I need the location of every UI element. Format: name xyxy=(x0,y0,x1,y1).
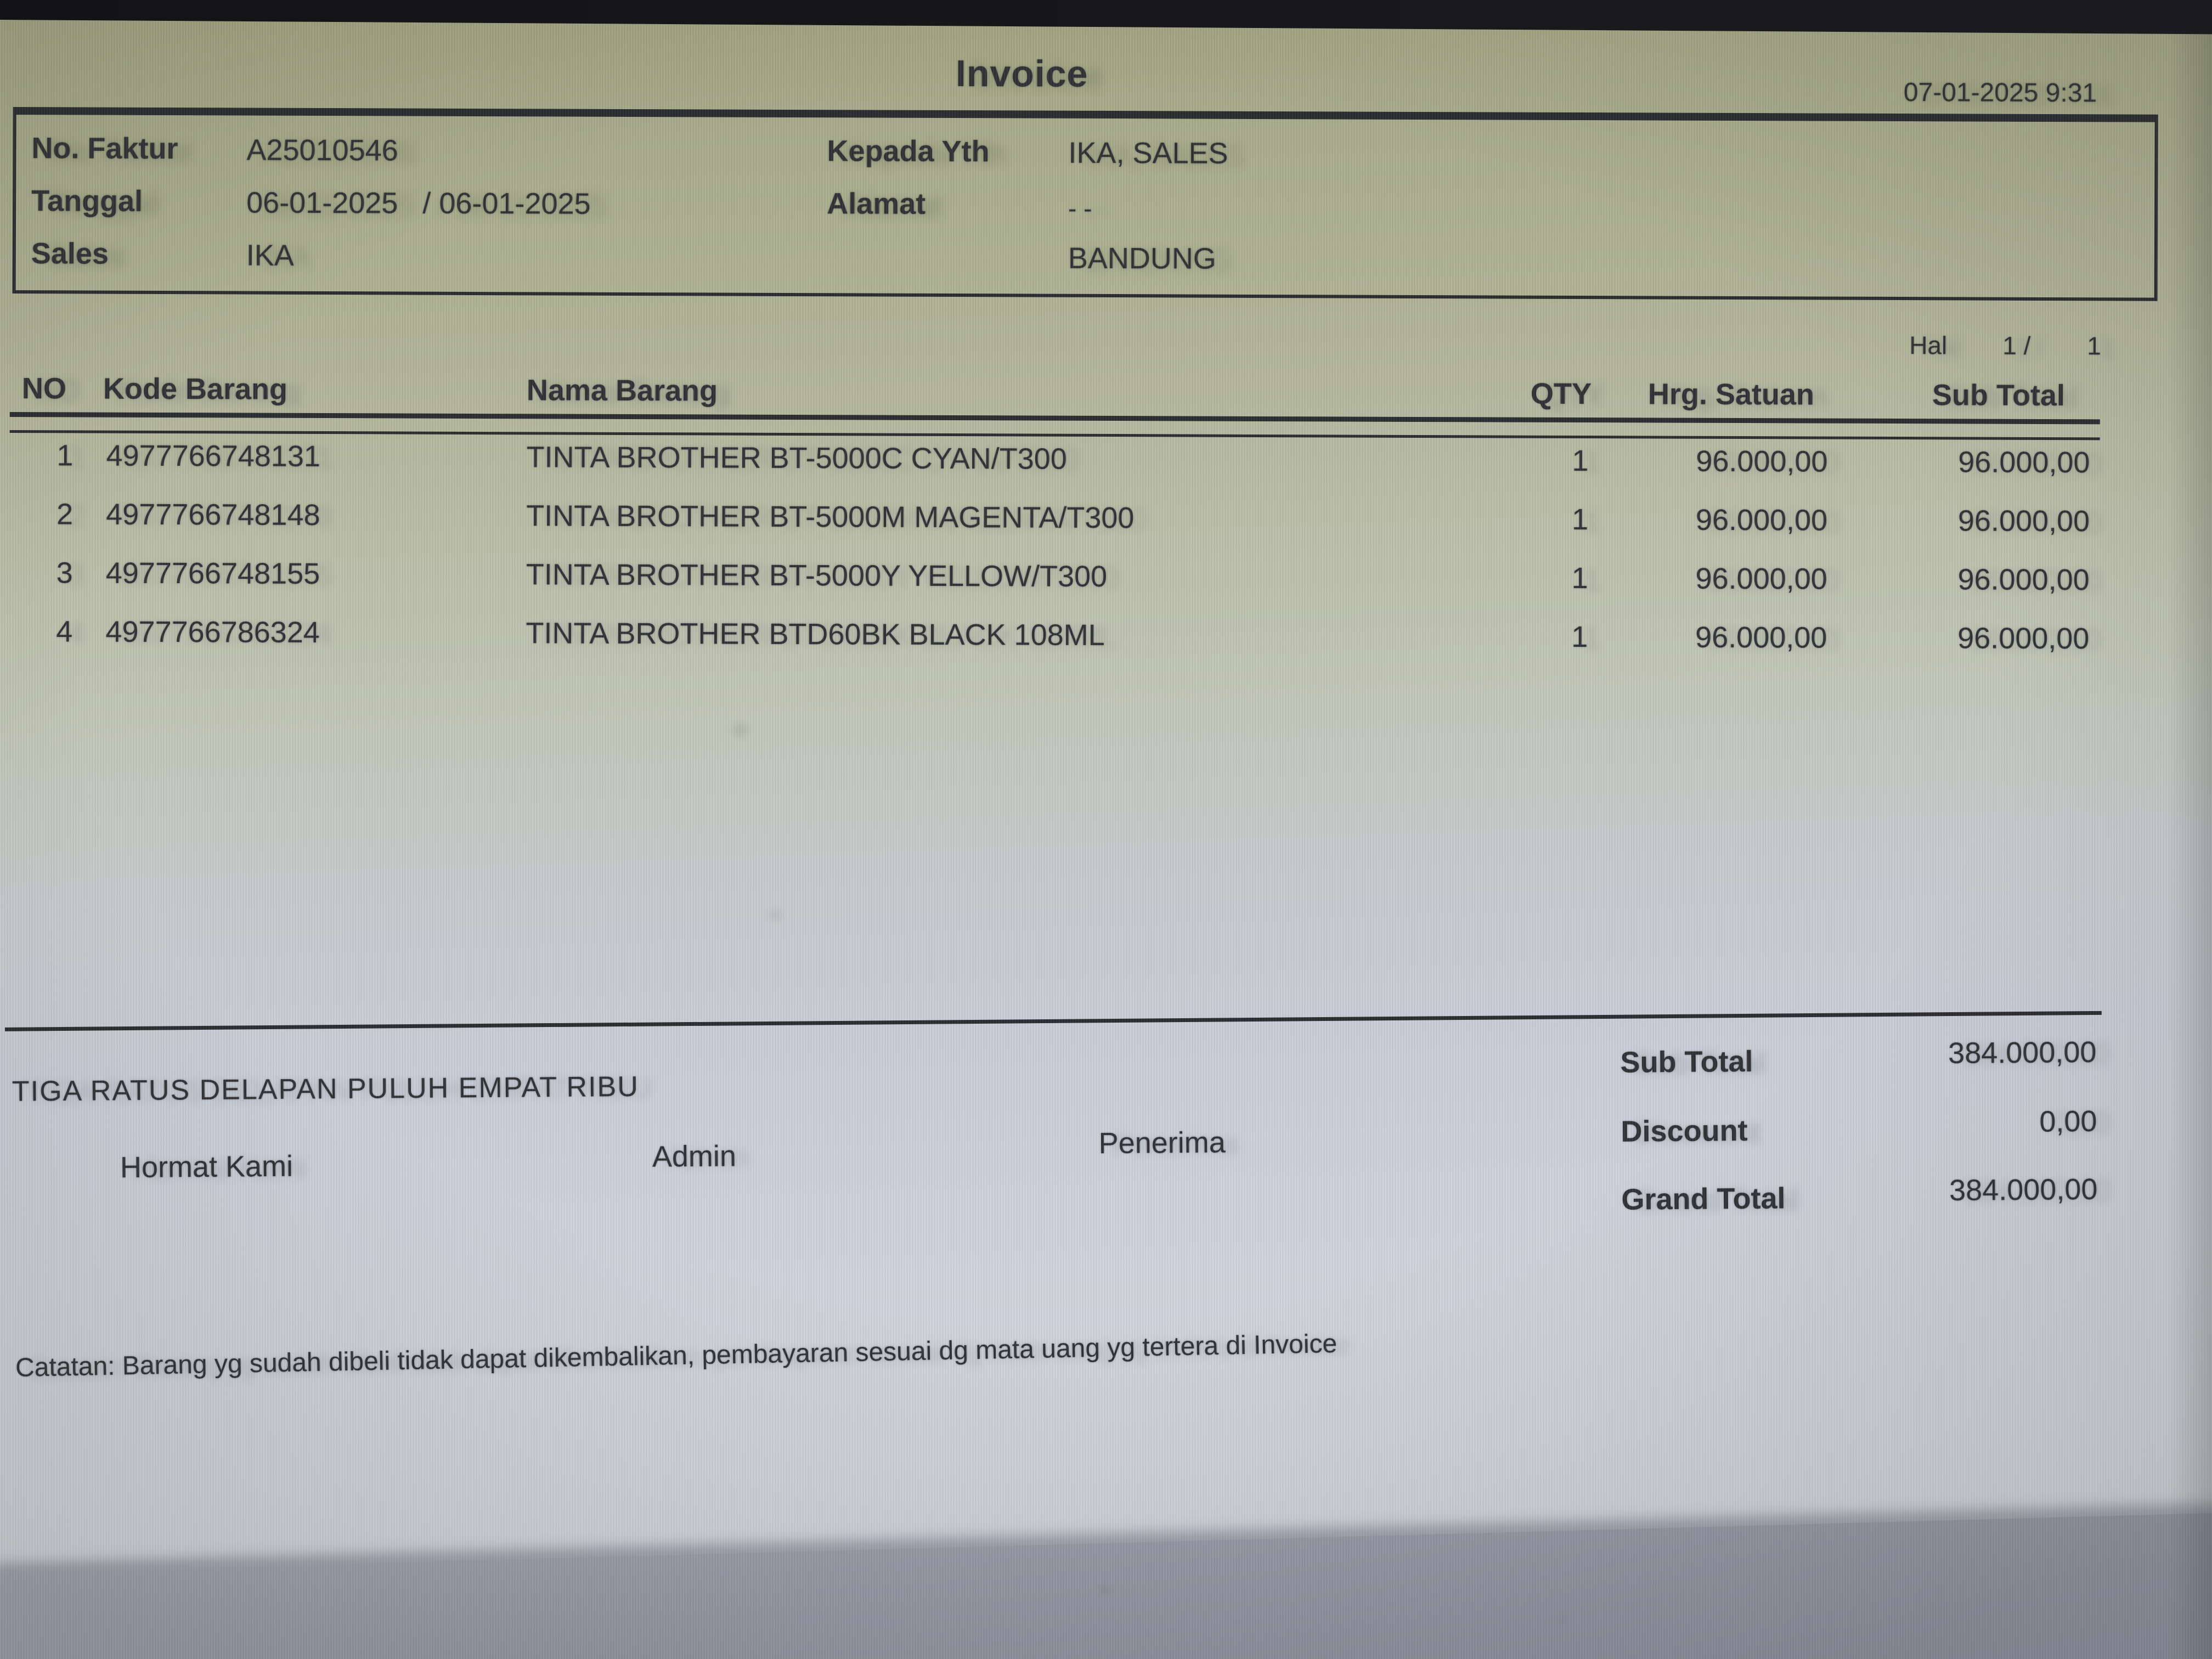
screen-smudge xyxy=(1101,1587,1109,1594)
screen-smudge xyxy=(732,723,748,737)
footer-note: Catatan: Barang yg sudah dibeli tidak da… xyxy=(15,1329,1338,1383)
screen-smudge xyxy=(769,910,782,921)
screen-smudge xyxy=(1559,1616,1566,1623)
